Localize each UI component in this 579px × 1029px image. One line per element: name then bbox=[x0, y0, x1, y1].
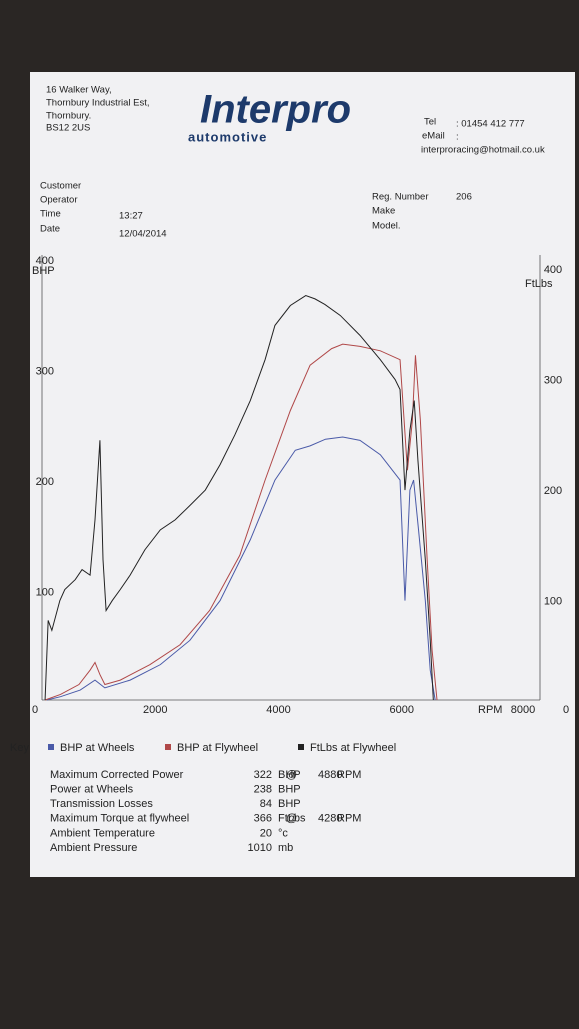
x-tick-label: 8000 bbox=[511, 704, 535, 716]
result-cell: 4280 bbox=[318, 813, 342, 825]
info-label: Operator bbox=[40, 195, 78, 206]
header: 16 Walker Way, Thornbury Industrial Est,… bbox=[40, 85, 545, 240]
result-cell: Maximum Torque at flywheel bbox=[50, 813, 189, 825]
model-label: Model. bbox=[372, 221, 401, 232]
x-tick-label: 0 bbox=[32, 704, 38, 716]
result-cell: Power at Wheels bbox=[50, 784, 134, 796]
info-label: Customer bbox=[40, 181, 81, 192]
reg: 206 bbox=[456, 192, 472, 203]
reg-label: Reg. Number bbox=[372, 192, 429, 203]
result-cell: Ambient Pressure bbox=[50, 842, 137, 854]
x-tick-label: 4000 bbox=[266, 704, 290, 716]
legend-label: BHP at Flywheel bbox=[177, 742, 258, 754]
result-cell: Ambient Temperature bbox=[50, 827, 155, 839]
series-line bbox=[46, 436, 436, 701]
legend-swatch bbox=[298, 744, 304, 750]
y2-tick-label: 0 bbox=[563, 704, 569, 716]
result-cell: Transmission Losses bbox=[50, 798, 153, 810]
address: Thornbury. bbox=[46, 111, 91, 122]
result-cell: @ bbox=[286, 769, 297, 781]
y-tick-label: 100 bbox=[36, 586, 54, 598]
time: 13:27 bbox=[119, 211, 143, 222]
tel-label: Tel bbox=[424, 117, 436, 128]
legend-swatch bbox=[48, 744, 54, 750]
x-tick-label: 2000 bbox=[143, 704, 167, 716]
web: interproracing@hotmail.co.uk bbox=[421, 145, 545, 156]
legend-swatch bbox=[165, 744, 171, 750]
make-label: Make bbox=[372, 206, 395, 217]
result-cell: 84 bbox=[260, 798, 272, 810]
logo: Interpro bbox=[200, 88, 351, 132]
result-cell: 4880 bbox=[318, 769, 342, 781]
info-label: Time bbox=[40, 209, 61, 220]
result-cell: 322 bbox=[254, 769, 272, 781]
result-cell: Maximum Corrected Power bbox=[50, 769, 184, 781]
result-cell: °c bbox=[278, 827, 288, 839]
y-tick-label: 400 bbox=[36, 255, 54, 267]
result-cell: FtLbs bbox=[278, 813, 306, 825]
y-tick-label: 200 bbox=[36, 476, 54, 488]
tel: : 01454 412 777 bbox=[456, 119, 525, 130]
email: : bbox=[456, 132, 459, 143]
email-label: eMail bbox=[422, 131, 445, 142]
y2-axis-label: FtLbs bbox=[525, 278, 553, 290]
x-tick-label: 6000 bbox=[390, 704, 414, 716]
y2-tick-label: 400 bbox=[544, 264, 562, 276]
series-line bbox=[44, 343, 438, 701]
result-cell: 20 bbox=[260, 827, 272, 839]
result-cell: mb bbox=[278, 842, 293, 854]
result-cell: @ bbox=[286, 813, 297, 825]
key-label: Key bbox=[10, 742, 29, 754]
address: Thornbury Industrial Est, bbox=[46, 98, 150, 109]
y-axis-label: BHP bbox=[32, 265, 55, 277]
y2-tick-label: 300 bbox=[544, 374, 562, 386]
result-cell: 238 bbox=[254, 784, 272, 796]
result-cell: BHP bbox=[278, 769, 301, 781]
x-axis-label: RPM bbox=[478, 704, 502, 716]
y2-tick-label: 200 bbox=[544, 485, 562, 497]
legend-label: BHP at Wheels bbox=[60, 742, 135, 754]
result-cell: 1010 bbox=[248, 842, 272, 854]
paper bbox=[30, 72, 575, 877]
legend-label: FtLbs at Flywheel bbox=[310, 742, 396, 754]
address: 16 Walker Way, bbox=[46, 85, 112, 96]
y-tick-label: 300 bbox=[36, 365, 54, 377]
logo-sub: automotive bbox=[188, 129, 267, 144]
address: BS12 2US bbox=[46, 123, 90, 134]
series-line bbox=[44, 295, 434, 701]
result-cell: BHP bbox=[278, 784, 301, 796]
result-cell: RPM bbox=[337, 769, 361, 781]
date: 12/04/2014 bbox=[119, 229, 167, 240]
info-label: Date bbox=[40, 224, 60, 235]
y2-tick-label: 100 bbox=[544, 595, 562, 607]
result-cell: RPM bbox=[337, 813, 361, 825]
result-cell: 366 bbox=[254, 813, 272, 825]
result-cell: BHP bbox=[278, 798, 301, 810]
